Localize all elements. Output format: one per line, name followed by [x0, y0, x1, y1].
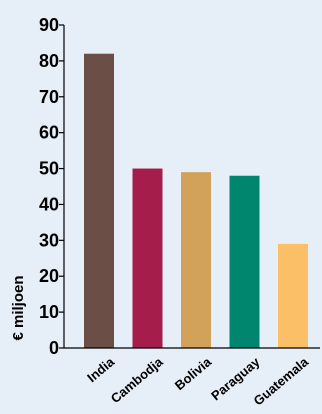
category-label-india: India [84, 354, 117, 385]
y-axis-ticks: 0 10 20 30 40 50 60 70 80 90 [39, 15, 64, 358]
y-tick-label-9: 90 [39, 15, 59, 35]
y-tick-label-3: 30 [39, 230, 59, 250]
category-label-bolivia: Bolivia [172, 354, 215, 393]
bar-paraguay [229, 175, 260, 348]
bar-cambodja [132, 168, 163, 348]
y-tick-label-5: 50 [39, 159, 59, 179]
y-tick-label-6: 60 [39, 123, 59, 143]
y-tick-label-1: 10 [39, 302, 59, 322]
y-tick-label-0: 0 [49, 338, 59, 358]
bar-bolivia [181, 172, 211, 348]
bars [84, 53, 308, 348]
bar-india [84, 53, 114, 348]
y-axis-label: € miljoen [10, 275, 27, 340]
bar-guatemala [278, 243, 308, 348]
y-tick-label-4: 40 [39, 194, 59, 214]
y-tick-label-7: 70 [39, 87, 59, 107]
category-label-guatemala: Guatemala [251, 354, 312, 409]
category-label-cambodja: Cambodja [108, 354, 166, 406]
y-tick-label-8: 80 [39, 51, 59, 71]
y-tick-label-2: 20 [39, 266, 59, 286]
